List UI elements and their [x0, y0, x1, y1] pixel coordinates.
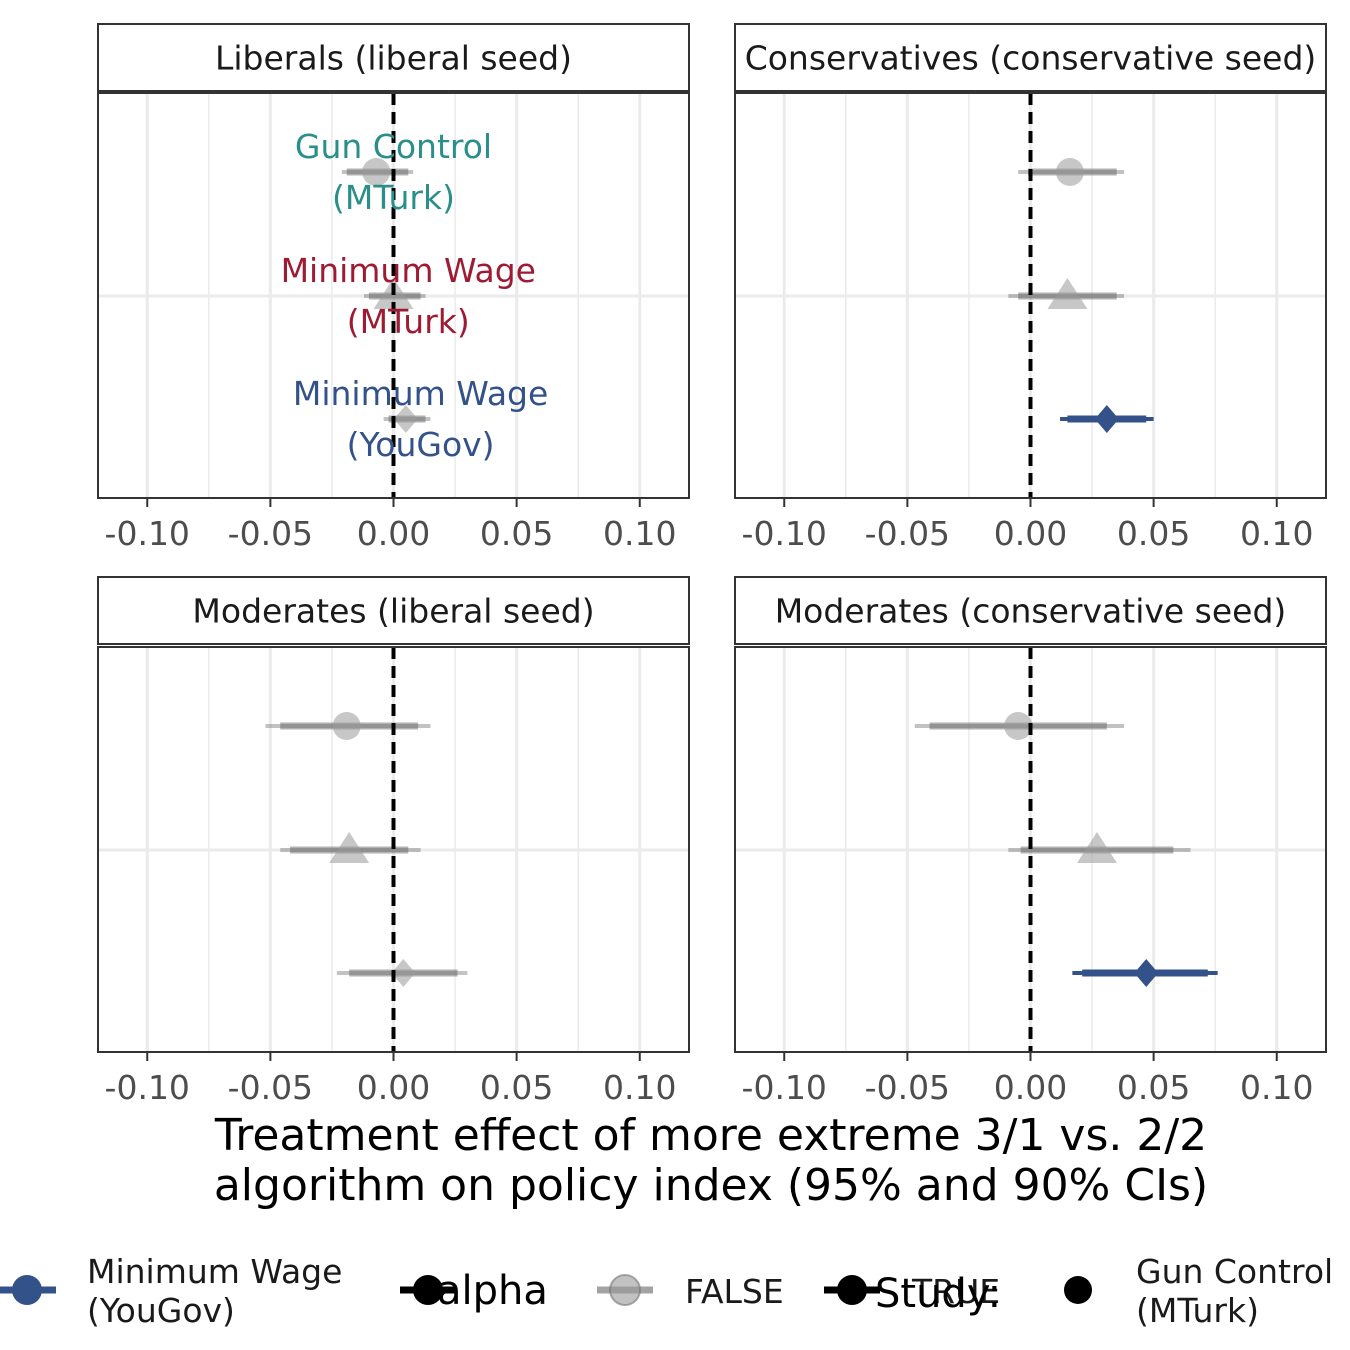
facet-strip	[97, 23, 690, 92]
legend-label-gun-line1: Gun Control	[1136, 1252, 1333, 1291]
point-estimate	[329, 832, 370, 863]
point-estimate	[1134, 959, 1159, 987]
x-tick-label: 0.05	[480, 514, 553, 553]
study-annotation-line1: Gun Control	[295, 127, 492, 166]
x-axis-title-line2: algorithm on policy index (95% and 90% C…	[214, 1160, 1208, 1211]
legend-key-true-point	[837, 1275, 867, 1305]
facet-strip	[97, 576, 690, 645]
study-annotation-line1: Minimum Wage	[281, 251, 536, 290]
estimate-triangle	[1008, 278, 1125, 309]
x-tick-label: -0.10	[742, 514, 827, 553]
x-tick-label: 0.00	[994, 1068, 1067, 1107]
panel-2: Conservatives (conservative seed) -0.10 -0…	[734, 23, 1327, 553]
legend-title-alpha: alpha	[437, 1268, 548, 1314]
x-tick-label: -0.10	[105, 514, 190, 553]
legend: Minimum Wage (YouGov) alpha FALSE TRUE S…	[0, 1252, 1333, 1330]
x-tick-label: -0.05	[865, 514, 950, 553]
x-tick-label: 0.00	[994, 514, 1067, 553]
legend-label-youGov-line2: (YouGov)	[87, 1291, 235, 1330]
facet-strip	[734, 576, 1327, 645]
study-annotation-line2: (MTurk)	[347, 302, 470, 341]
legend-title-study: Study:	[875, 1271, 1001, 1317]
legend-label-youGov-line1: Minimum Wage	[87, 1252, 342, 1291]
x-tick-label: 0.10	[603, 1068, 676, 1107]
point-estimate	[393, 405, 418, 433]
x-tick-label: 0.00	[357, 1068, 430, 1107]
study-annotation-line1: Minimum Wage	[293, 374, 548, 413]
point-estimate	[1094, 405, 1119, 433]
x-tick-label: 0.00	[357, 514, 430, 553]
x-tick-label: -0.10	[105, 1068, 190, 1107]
legend-key-alpha-point	[413, 1275, 443, 1305]
x-axis-title-line1: Treatment effect of more extreme 3/1 vs.…	[214, 1110, 1207, 1161]
study-annotation-line2: (YouGov)	[347, 425, 495, 464]
x-tick-label: 0.05	[480, 1068, 553, 1107]
point-estimate	[1055, 158, 1084, 186]
legend-label-true: TRUE	[911, 1272, 1000, 1311]
point-estimate	[1047, 278, 1088, 309]
x-tick-label: -0.05	[228, 1068, 313, 1107]
panel-3: Moderates (liberal seed) -0.10 -0.05 0.00 0.…	[97, 576, 690, 1107]
panel-1: Liberals (liberal seed) Gun Control (MTurk…	[97, 23, 690, 553]
legend-key-false-point	[609, 1274, 641, 1306]
estimate-circle	[1018, 158, 1125, 186]
x-tick-label: 0.05	[1117, 514, 1190, 553]
legend-label-false: FALSE	[685, 1272, 784, 1311]
legend-key-gun-point	[1064, 1276, 1092, 1304]
panel-4: Moderates (conservative seed) -0.10 -0.05 0…	[734, 576, 1327, 1107]
facet-title: Moderates (conservative seed)	[775, 592, 1287, 631]
facet-panels: Liberals (liberal seed) Gun Control (MTurk…	[97, 23, 1327, 1107]
legend-label-gun-line2: (MTurk)	[1136, 1291, 1259, 1330]
facet-title: Liberals (liberal seed)	[215, 39, 572, 78]
x-tick-label: 0.10	[1240, 514, 1313, 553]
x-tick-label: -0.10	[742, 1068, 827, 1107]
x-tick-label: -0.05	[865, 1068, 950, 1107]
estimate-triangle	[1008, 832, 1191, 863]
x-tick-label: 0.10	[603, 514, 676, 553]
estimate-diamond	[1072, 959, 1218, 987]
point-estimate	[332, 712, 361, 740]
facet-strip	[734, 23, 1327, 92]
x-tick-label: -0.05	[228, 514, 313, 553]
point-estimate	[391, 959, 416, 987]
estimate-triangle	[280, 832, 421, 863]
point-estimate	[1076, 832, 1117, 863]
point-estimate	[1004, 712, 1033, 740]
facet-title: Conservatives (conservative seed)	[745, 39, 1317, 78]
estimate-diamond	[1060, 405, 1154, 433]
x-tick-label: 0.10	[1240, 1068, 1313, 1107]
facet-title: Moderates (liberal seed)	[192, 592, 594, 631]
estimate-circle	[341, 158, 414, 186]
legend-key-youGov-point	[12, 1275, 42, 1305]
estimate-circle	[914, 712, 1125, 740]
study-annotation-line2: (MTurk)	[332, 178, 455, 217]
x-tick-label: 0.05	[1117, 1068, 1190, 1107]
point-estimate	[362, 158, 391, 186]
estimate-diamond	[336, 959, 468, 987]
